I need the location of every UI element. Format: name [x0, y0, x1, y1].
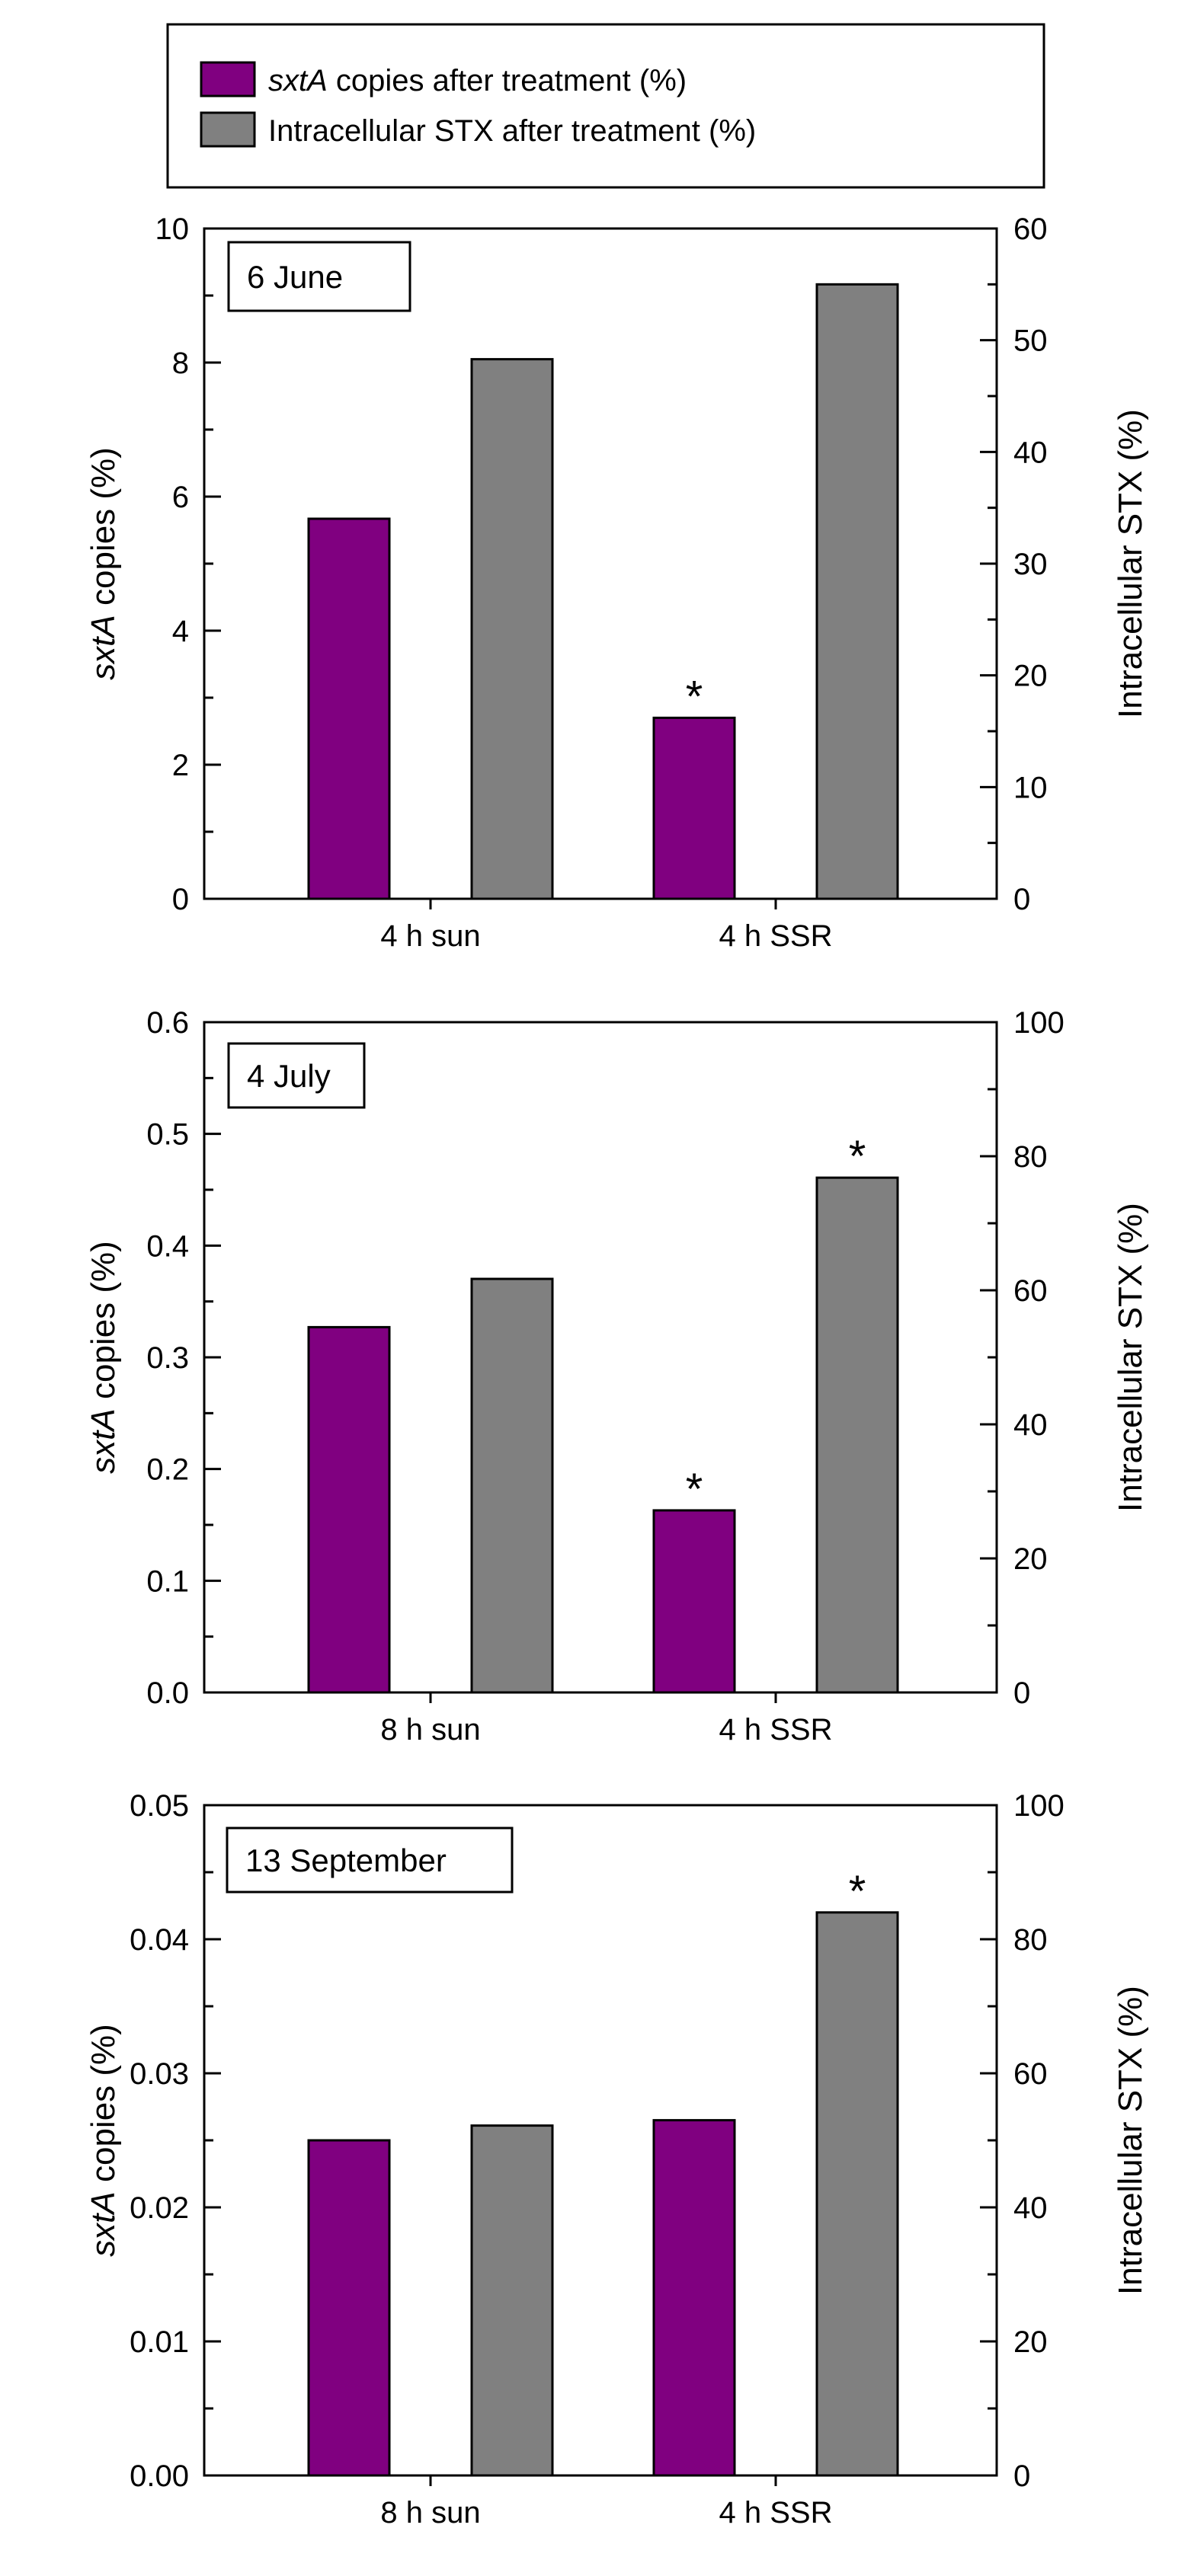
tick-label-left: 0.3	[146, 1341, 189, 1375]
tick-label-right: 100	[1013, 1006, 1065, 1040]
chart-panel-3: * 0.00 0.01 0.02 0.03 0.04 0.05 0 20 40 60 80 100 8 h…	[85, 1789, 1149, 2530]
bar-sxta-1	[307, 2139, 391, 2477]
tick-label-left: 0.6	[146, 1006, 189, 1040]
category-label: 4 h SSR	[719, 919, 833, 953]
tick-label-right: 80	[1013, 1140, 1048, 1174]
tick-label-left: 0.03	[130, 2057, 189, 2091]
tick-label-left: 0.02	[130, 2191, 189, 2225]
tick-label-left: 10	[155, 213, 190, 246]
tick-label-right: 80	[1013, 1923, 1048, 1957]
tick-label-left: 2	[172, 749, 189, 782]
y-axis-label-right: Intracellular STX (%)	[1112, 1203, 1149, 1512]
bar-sxta-2	[652, 716, 736, 900]
tick-label-right: 0	[1013, 883, 1030, 916]
legend: sxtA copies after treatment (%) Intracel…	[166, 23, 1045, 189]
tick-label-left: 8	[172, 347, 189, 380]
bar-sxta-2	[652, 2119, 736, 2477]
y-axis-label-right: Intracellular STX (%)	[1112, 409, 1149, 718]
tick-label-right: 60	[1013, 2057, 1048, 2091]
panel-label-box	[227, 1042, 366, 1109]
tick-label-left: 0.5	[146, 1118, 189, 1152]
bar-stx-1	[470, 358, 554, 900]
tick-label-right: 0	[1013, 2459, 1030, 2493]
category-label: 4 h SSR	[719, 2496, 833, 2530]
y-axis-label-left: sxtA copies (%)	[85, 447, 122, 680]
panel-label: 13 September	[245, 1843, 447, 1878]
tick-label-left: 0.01	[130, 2325, 189, 2359]
tick-label-left: 0.1	[146, 1564, 189, 1598]
tick-label-left: 0.2	[146, 1453, 189, 1487]
panel-label: 6 June	[247, 259, 343, 295]
significance-marker: *	[849, 1132, 866, 1181]
bar-sxta-1	[307, 1325, 391, 1694]
legend-swatch-sxta	[200, 61, 256, 97]
tick-label-right: 40	[1013, 2191, 1048, 2225]
bar-stx-1	[470, 2124, 554, 2477]
tick-label-right: 50	[1013, 324, 1048, 358]
tick-label-left: 0.05	[130, 1789, 189, 1823]
legend-label-sxta: sxtA copies after treatment (%)	[268, 64, 687, 97]
tick-label-left: 6	[172, 481, 189, 514]
panel-label-box	[227, 241, 411, 312]
tick-label-right: 60	[1013, 213, 1048, 246]
significance-marker: *	[849, 1867, 866, 1916]
tick-label-right: 40	[1013, 436, 1048, 469]
legend-swatch-stx	[200, 111, 256, 148]
tick-label-right: 0	[1013, 1676, 1030, 1710]
tick-label-right: 40	[1013, 1408, 1048, 1442]
panel-label: 4 July	[247, 1058, 331, 1094]
category-label: 4 h SSR	[719, 1713, 833, 1747]
panel-label-box	[226, 1827, 514, 1894]
chart-panel-1: * 0 2 4 6 8 10 0 10 20 30 40 50 60 4 h sun 4 h SSR sxtA …	[85, 213, 1149, 953]
significance-marker: *	[686, 1465, 703, 1514]
bar-stx-1	[470, 1277, 554, 1694]
tick-label-right: 20	[1013, 2325, 1048, 2359]
bar-sxta-1	[307, 517, 391, 900]
category-label: 8 h sun	[380, 1713, 480, 1747]
tick-label-right: 20	[1013, 1542, 1048, 1576]
bar-sxta-2	[652, 1509, 736, 1694]
significance-marker: *	[686, 672, 703, 721]
tick-label-right: 30	[1013, 548, 1048, 581]
legend-box	[166, 23, 1045, 189]
tick-label-right: 20	[1013, 660, 1048, 693]
category-label: 8 h sun	[380, 2496, 480, 2530]
tick-label-left: 0.4	[146, 1229, 189, 1263]
legend-label-stx: Intracellular STX after treatment (%)	[268, 114, 756, 148]
bar-stx-2	[815, 283, 899, 900]
tick-label-left: 0	[172, 883, 189, 916]
chart-panel-2: * * 0.0 0.1 0.2 0.3 0.4 0.5 0.6 0 20 40 60 80 100 8 h s…	[85, 1006, 1149, 1747]
tick-label-right: 60	[1013, 1274, 1048, 1308]
bar-stx-2	[815, 1911, 899, 2477]
tick-label-right: 10	[1013, 771, 1048, 804]
tick-label-left: 0.00	[130, 2459, 189, 2493]
tick-label-right: 100	[1013, 1789, 1065, 1823]
y-axis-label-left: sxtA copies (%)	[85, 1241, 122, 1474]
y-axis-label-left: sxtA copies (%)	[85, 2024, 122, 2257]
bar-stx-2	[815, 1176, 899, 1694]
tick-label-left: 4	[172, 615, 189, 648]
category-label: 4 h sun	[380, 919, 480, 953]
tick-label-left: 0.04	[130, 1923, 189, 1957]
tick-label-left: 0.0	[146, 1676, 189, 1710]
y-axis-label-right: Intracellular STX (%)	[1112, 1986, 1149, 2295]
